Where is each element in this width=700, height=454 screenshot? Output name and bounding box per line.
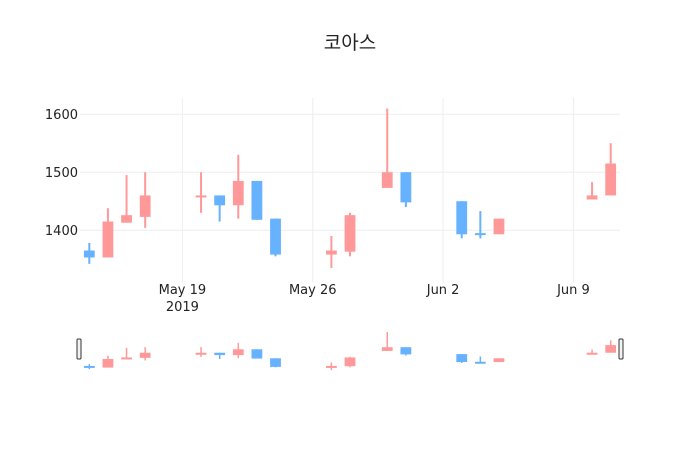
range-slider-left-handle[interactable]: [76, 338, 82, 360]
slider-candle-2019-05-28[interactable]: [344, 356, 356, 368]
main-candle-2019-06-11[interactable]: [605, 143, 617, 196]
body: [232, 349, 244, 356]
body: [456, 354, 468, 363]
range-slider-right-handle[interactable]: [618, 338, 624, 360]
main-candle-2019-05-23[interactable]: [251, 180, 263, 220]
slider-candle-2019-05-17[interactable]: [139, 347, 151, 361]
y-tick-label: 1600: [45, 108, 78, 123]
slider-candle-2019-05-14[interactable]: [83, 364, 95, 370]
body: [456, 201, 468, 235]
body: [102, 358, 114, 368]
body: [139, 352, 151, 358]
body: [121, 357, 132, 360]
body: [251, 349, 263, 359]
body: [400, 172, 412, 203]
body: [605, 345, 617, 353]
main-candle-2019-05-30[interactable]: [381, 108, 393, 188]
body: [325, 365, 337, 368]
x-tick-year-label: 2019: [166, 300, 199, 315]
candlestick-series[interactable]: [83, 108, 617, 268]
body: [493, 358, 505, 363]
slider-candle-2019-05-31[interactable]: [400, 347, 412, 356]
slider-candle-2019-05-23[interactable]: [251, 349, 263, 359]
body: [381, 172, 393, 188]
body: [344, 357, 356, 367]
body: [232, 180, 244, 206]
main-candle-2019-06-10[interactable]: [586, 182, 598, 200]
main-candle-2019-05-22[interactable]: [232, 154, 244, 219]
x-tick-label: Jun 9: [556, 283, 590, 298]
main-candle-2019-05-24[interactable]: [270, 218, 281, 257]
body: [493, 218, 505, 235]
body: [474, 233, 486, 236]
main-candle-2019-06-04[interactable]: [474, 211, 486, 239]
slider-candle-2019-06-11[interactable]: [605, 340, 617, 353]
body: [325, 250, 337, 255]
body: [83, 250, 95, 258]
slider-candle-2019-06-10[interactable]: [586, 349, 598, 355]
body: [251, 180, 263, 220]
slider-candle-2019-05-24[interactable]: [270, 358, 281, 368]
slider-candle-2019-06-05[interactable]: [493, 358, 505, 363]
body: [214, 352, 226, 356]
body: [214, 195, 226, 206]
body: [139, 195, 151, 217]
y-tick-label: 1400: [45, 224, 78, 239]
main-candle-2019-05-20[interactable]: [195, 172, 207, 213]
main-candle-2019-06-05[interactable]: [493, 218, 505, 235]
main-candle-2019-05-14[interactable]: [83, 242, 95, 264]
slider-candle-2019-05-21[interactable]: [214, 352, 226, 359]
x-tick-label: May 26: [289, 283, 337, 298]
main-candle-2019-05-27[interactable]: [325, 236, 337, 268]
body: [195, 352, 207, 355]
main-candle-2019-06-03[interactable]: [456, 201, 468, 239]
x-tick-label: Jun 2: [426, 283, 460, 298]
slider-candle-2019-05-30[interactable]: [381, 331, 393, 351]
main-candle-2019-05-15[interactable]: [102, 208, 114, 258]
main-candle-2019-05-31[interactable]: [400, 172, 412, 208]
body: [270, 358, 281, 367]
body: [605, 163, 617, 196]
body: [83, 365, 95, 368]
slider-candle-2019-05-16[interactable]: [121, 347, 132, 360]
body: [586, 195, 598, 200]
body: [102, 221, 114, 258]
slider-candle-2019-06-04[interactable]: [474, 356, 486, 364]
body: [400, 347, 412, 355]
slider-candle-2019-06-03[interactable]: [456, 354, 468, 364]
body: [474, 361, 486, 364]
body: [586, 352, 598, 355]
main-candle-2019-05-21[interactable]: [214, 195, 226, 222]
slider-candle-2019-05-22[interactable]: [232, 343, 244, 359]
body: [270, 218, 281, 255]
body: [121, 215, 132, 223]
x-tick-label: May 19: [159, 283, 207, 298]
y-tick-label: 1500: [45, 166, 78, 181]
main-candle-2019-05-17[interactable]: [139, 172, 151, 228]
body: [381, 347, 393, 351]
x-axis: May 19 2019 May 26 Jun 2 Jun 9: [159, 283, 590, 315]
y-axis: 1400 1500 1600: [45, 108, 78, 239]
body: [195, 195, 207, 198]
range-slider[interactable]: [76, 330, 624, 372]
slider-candle-2019-05-27[interactable]: [325, 362, 337, 371]
chart-title: 코아스: [323, 32, 377, 54]
slider-candle-2019-05-20[interactable]: [195, 347, 207, 357]
main-candle-2019-05-28[interactable]: [344, 212, 356, 257]
body: [344, 215, 356, 252]
slider-candle-2019-05-15[interactable]: [102, 355, 114, 368]
main-candle-2019-05-16[interactable]: [121, 175, 132, 223]
